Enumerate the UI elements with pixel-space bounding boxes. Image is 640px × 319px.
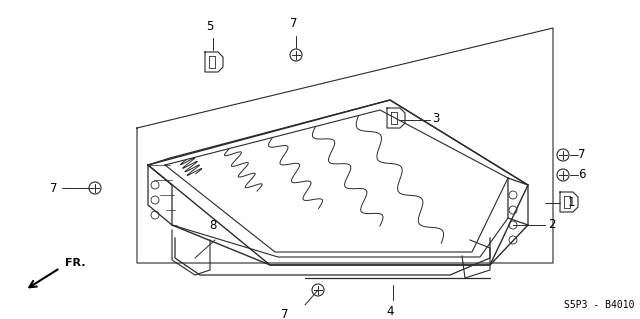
Text: 7: 7 <box>281 308 289 319</box>
Text: 5: 5 <box>206 20 214 33</box>
Text: 7: 7 <box>50 182 58 195</box>
Text: 1: 1 <box>568 197 575 210</box>
Text: 4: 4 <box>387 305 394 318</box>
Text: 7: 7 <box>291 17 298 30</box>
Text: 8: 8 <box>209 219 217 232</box>
Text: 3: 3 <box>432 112 440 124</box>
Text: S5P3 - B4010: S5P3 - B4010 <box>564 300 635 310</box>
Text: 6: 6 <box>578 168 586 182</box>
Text: 2: 2 <box>548 219 556 232</box>
Text: 7: 7 <box>578 149 586 161</box>
Text: FR.: FR. <box>65 258 86 268</box>
